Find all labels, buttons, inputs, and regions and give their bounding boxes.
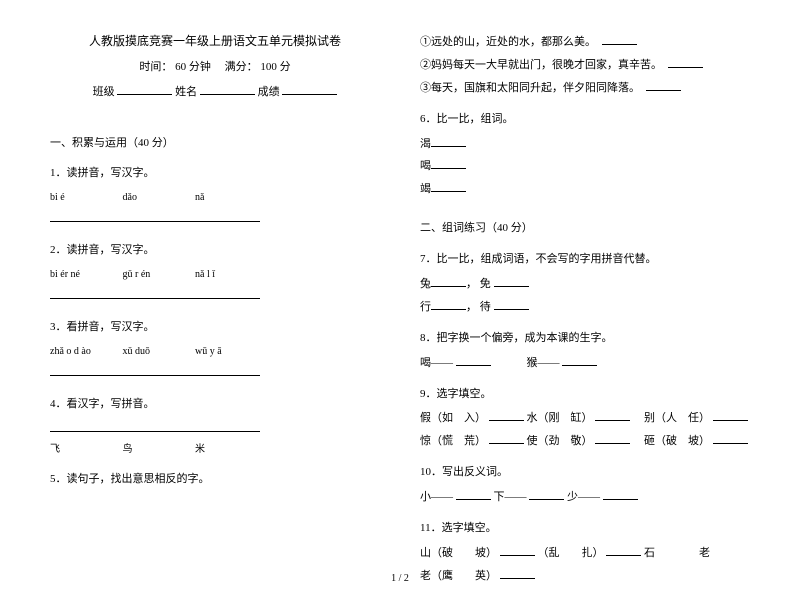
q2-title: 2．读拼音，写汉字。 (50, 240, 380, 261)
class-blank[interactable] (117, 82, 172, 95)
q9-row1: 假（如 入） 水（刚 缸） 别（人 任） (420, 408, 750, 429)
info-line: 班级 姓名 成绩 (50, 82, 380, 103)
name-blank[interactable] (200, 82, 255, 95)
q4-blanks[interactable] (50, 419, 380, 440)
time-label: 时间： (139, 61, 172, 73)
section-2-heading: 二、组词练习（40 分） (420, 218, 750, 239)
q7-title: 7．比一比，组成词语，不会写的字用拼音代替。 (420, 249, 750, 270)
exam-subtitle: 时间： 60 分钟 满分： 100 分 (50, 57, 380, 78)
q10-title: 10．写出反义词。 (420, 462, 750, 483)
q7-row2: 行， 待 (420, 297, 750, 318)
q5-line1: ①远处的山，近处的水，都那么美。 (420, 32, 750, 53)
section-1-heading: 一、积累与运用（40 分） (50, 133, 380, 154)
q3-blanks[interactable] (50, 363, 380, 384)
q11-row1: 山（破 坡） （乱 扎） 石 老 (420, 543, 750, 564)
q2-pinyin: bi ér né gǔ r én nǎ l ǐ (50, 265, 380, 284)
q6-item1: 渴 (420, 134, 750, 155)
exam-title: 人教版摸底竞赛一年级上册语文五单元模拟试卷 (50, 30, 380, 53)
q3-pinyin: zhǎ o d ào xǔ duō wū y ā (50, 342, 380, 361)
q9-row2: 惊（慌 荒） 使（劲 敬） 砸（破 坡） (420, 431, 750, 452)
q1-pinyin: bi é dǎo nǎ (50, 188, 380, 207)
grade-label: 成绩 (258, 86, 280, 98)
q3-title: 3．看拼音，写汉字。 (50, 317, 380, 338)
q4-title: 4．看汉字，写拼音。 (50, 394, 380, 415)
class-label: 班级 (93, 86, 115, 98)
q1-blanks[interactable] (50, 209, 380, 230)
q2-blanks[interactable] (50, 286, 380, 307)
page-footer: 1 / 2 (0, 573, 800, 584)
score-value: 100 分 (260, 61, 290, 73)
q4-chars: 飞 鸟 米 (50, 440, 380, 459)
time-value: 60 分钟 (175, 61, 211, 73)
q5-line2: ②妈妈每天一大早就出门，很晚才回家，真辛苦。 (420, 55, 750, 76)
name-label: 姓名 (175, 86, 197, 98)
q8-items: 喝—— 猴—— (420, 353, 750, 374)
q6-item3: 竭 (420, 179, 750, 200)
q8-title: 8．把字换一个偏旁，成为本课的生字。 (420, 328, 750, 349)
q5-line3: ③每天，国旗和太阳同升起，伴夕阳同降落。 (420, 78, 750, 99)
score-label: 满分： (225, 61, 258, 73)
q5-title: 5．读句子，找出意思相反的字。 (50, 469, 380, 490)
q10-items: 小—— 下—— 少—— (420, 487, 750, 508)
q11-title: 11．选字填空。 (420, 518, 750, 539)
grade-blank[interactable] (282, 82, 337, 95)
q9-title: 9．选字填空。 (420, 384, 750, 405)
q7-row1: 兔， 免 (420, 274, 750, 295)
q1-title: 1．读拼音，写汉字。 (50, 163, 380, 184)
q6-title: 6．比一比，组词。 (420, 109, 750, 130)
q6-item2: 喝 (420, 156, 750, 177)
